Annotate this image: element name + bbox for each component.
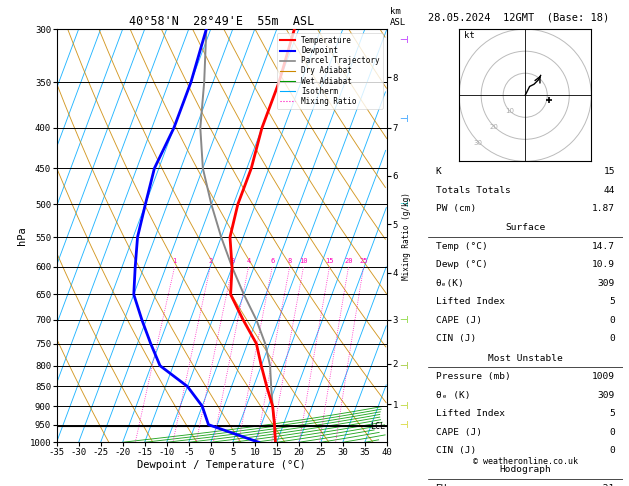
Text: 0: 0 — [609, 446, 615, 455]
Title: 40°58'N  28°49'E  55m  ASL: 40°58'N 28°49'E 55m ASL — [129, 15, 314, 28]
Text: Totals Totals: Totals Totals — [435, 186, 510, 194]
Text: 1: 1 — [172, 258, 177, 264]
Text: 20: 20 — [489, 124, 498, 130]
Text: EH: EH — [435, 484, 447, 486]
Text: -21: -21 — [598, 484, 615, 486]
Text: ⊣: ⊣ — [399, 401, 408, 411]
Text: 4: 4 — [247, 258, 250, 264]
Text: 6: 6 — [270, 258, 274, 264]
Text: 3: 3 — [230, 258, 235, 264]
Text: Lifted Index: Lifted Index — [435, 409, 504, 418]
Text: 20: 20 — [344, 258, 353, 264]
Text: 25: 25 — [359, 258, 368, 264]
Text: ⊣: ⊣ — [399, 114, 408, 124]
Text: CAPE (J): CAPE (J) — [435, 428, 482, 436]
Text: ⊣: ⊣ — [399, 361, 408, 371]
Text: 14.7: 14.7 — [592, 242, 615, 251]
Text: 15: 15 — [325, 258, 334, 264]
Text: 0: 0 — [609, 334, 615, 343]
Text: ⊣: ⊣ — [399, 35, 408, 45]
Text: Pressure (mb): Pressure (mb) — [435, 372, 510, 381]
Text: 5: 5 — [609, 297, 615, 306]
Legend: Temperature, Dewpoint, Parcel Trajectory, Dry Adiabat, Wet Adiabat, Isotherm, Mi: Temperature, Dewpoint, Parcel Trajectory… — [277, 33, 383, 109]
Text: PW (cm): PW (cm) — [435, 204, 476, 213]
Text: θₑ(K): θₑ(K) — [435, 279, 464, 288]
Text: Dewp (°C): Dewp (°C) — [435, 260, 487, 269]
Text: 0: 0 — [609, 428, 615, 436]
Text: ⊣: ⊣ — [399, 315, 408, 325]
Y-axis label: hPa: hPa — [17, 226, 27, 245]
Text: 28.05.2024  12GMT  (Base: 18): 28.05.2024 12GMT (Base: 18) — [428, 12, 609, 22]
Text: 8: 8 — [287, 258, 292, 264]
Text: 0: 0 — [609, 316, 615, 325]
Text: Hodograph: Hodograph — [499, 466, 551, 474]
Text: 30: 30 — [473, 140, 482, 146]
Text: 44: 44 — [603, 186, 615, 194]
Text: Mixing Ratio (g/kg): Mixing Ratio (g/kg) — [403, 192, 411, 279]
Text: θₑ (K): θₑ (K) — [435, 391, 470, 399]
Text: 10: 10 — [299, 258, 308, 264]
Text: 10: 10 — [505, 108, 514, 114]
Text: ⊣: ⊣ — [399, 199, 408, 209]
Text: Lifted Index: Lifted Index — [435, 297, 504, 306]
Text: © weatheronline.co.uk: © weatheronline.co.uk — [473, 457, 577, 466]
Text: CIN (J): CIN (J) — [435, 446, 476, 455]
Text: 15: 15 — [603, 167, 615, 176]
Text: 1009: 1009 — [592, 372, 615, 381]
Text: 10.9: 10.9 — [592, 260, 615, 269]
Text: ⊣: ⊣ — [399, 419, 408, 430]
Text: Surface: Surface — [505, 224, 545, 232]
Text: 1.87: 1.87 — [592, 204, 615, 213]
Text: CAPE (J): CAPE (J) — [435, 316, 482, 325]
Text: 5: 5 — [609, 409, 615, 418]
Text: CIN (J): CIN (J) — [435, 334, 476, 343]
Text: kt: kt — [464, 31, 474, 40]
Text: 2: 2 — [208, 258, 213, 264]
X-axis label: Dewpoint / Temperature (°C): Dewpoint / Temperature (°C) — [137, 460, 306, 469]
Text: LCL: LCL — [370, 422, 385, 431]
Text: 309: 309 — [598, 391, 615, 399]
Text: 309: 309 — [598, 279, 615, 288]
Text: Temp (°C): Temp (°C) — [435, 242, 487, 251]
Text: km
ASL: km ASL — [390, 7, 406, 27]
Text: K: K — [435, 167, 442, 176]
Text: Most Unstable: Most Unstable — [488, 354, 562, 363]
